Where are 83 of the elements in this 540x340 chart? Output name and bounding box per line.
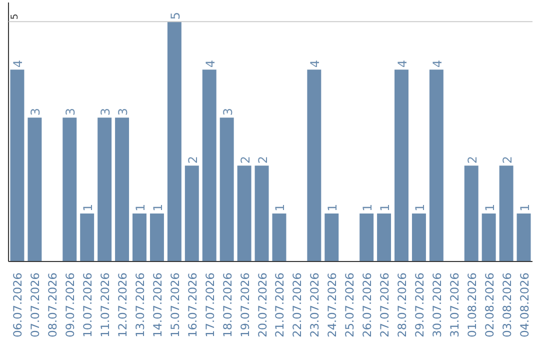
x-tick-label: 03.08.2026 xyxy=(500,272,514,338)
bar xyxy=(132,214,146,262)
x-tick-label: 08.07.2026 xyxy=(46,272,60,338)
bar xyxy=(499,166,514,262)
bar xyxy=(412,214,426,262)
bar xyxy=(516,214,531,262)
bar xyxy=(254,166,269,262)
x-tick-label: 23.07.2026 xyxy=(308,272,322,338)
x-tick-label: 04.08.2026 xyxy=(517,272,532,338)
data-label: 1 xyxy=(326,204,340,212)
data-label: 1 xyxy=(412,204,427,212)
x-tick-label: 20.07.2026 xyxy=(255,272,270,338)
x-tick-label: 01.08.2026 xyxy=(464,272,479,338)
bar xyxy=(167,22,182,262)
x-tick-label: 27.07.2026 xyxy=(378,272,392,338)
data-label: 4 xyxy=(11,60,26,68)
bar xyxy=(464,166,478,262)
x-tick-label: 29.07.2026 xyxy=(412,272,426,338)
data-label: 2 xyxy=(500,156,514,164)
bar xyxy=(394,70,408,262)
data-label: 3 xyxy=(28,108,43,116)
data-label: 3 xyxy=(98,108,113,116)
bar xyxy=(482,214,496,262)
bar xyxy=(80,214,94,262)
data-label: 1 xyxy=(134,204,148,212)
x-tick-label: 07.07.2026 xyxy=(28,272,42,338)
bar xyxy=(10,70,24,262)
data-label: 1 xyxy=(518,204,532,212)
bar xyxy=(272,214,286,262)
data-label: 2 xyxy=(238,156,252,164)
data-label: 3 xyxy=(220,108,235,116)
x-tick-label: 18.07.2026 xyxy=(220,272,234,338)
x-tick-label: 17.07.2026 xyxy=(202,272,217,338)
data-label: 1 xyxy=(360,204,375,212)
bar xyxy=(202,70,216,262)
x-tick-label: 16.07.2026 xyxy=(185,272,200,338)
bar xyxy=(377,214,392,262)
data-label: 3 xyxy=(64,108,78,116)
data-label: 1 xyxy=(273,204,288,212)
bar xyxy=(307,70,322,262)
x-tick-label: 06.07.2026 xyxy=(10,272,25,338)
x-tick-label: 13.07.2026 xyxy=(133,272,147,338)
x-tick-label: 30.07.2026 xyxy=(430,272,444,338)
bar xyxy=(28,118,42,262)
bar xyxy=(150,214,164,262)
ref-line-label: 5 xyxy=(10,14,20,20)
data-label: 4 xyxy=(430,60,444,68)
data-label: 2 xyxy=(186,156,200,164)
data-label: 1 xyxy=(378,204,392,212)
bar xyxy=(237,166,252,262)
data-label: 1 xyxy=(150,204,165,212)
data-label: 1 xyxy=(482,204,497,212)
bar xyxy=(98,118,112,262)
x-tick-label: 10.07.2026 xyxy=(80,272,95,338)
bar xyxy=(360,214,374,262)
bar xyxy=(220,118,234,262)
data-label: 1 xyxy=(81,204,96,212)
bar xyxy=(62,118,77,262)
x-tick-label: 12.07.2026 xyxy=(116,272,130,338)
data-label: 4 xyxy=(396,60,410,68)
bar xyxy=(184,166,199,262)
x-tick-label: 21.07.2026 xyxy=(272,272,287,338)
x-tick-label: 02.08.2026 xyxy=(482,272,496,338)
data-label: 3 xyxy=(116,108,130,116)
bar xyxy=(324,214,339,262)
x-tick-label: 14.07.2026 xyxy=(150,272,164,338)
x-tick-label: 26.07.2026 xyxy=(360,272,374,338)
x-tick-label: 15.07.2026 xyxy=(168,272,182,338)
x-tick-label: 19.07.2026 xyxy=(238,272,252,338)
x-tick-label: 24.07.2026 xyxy=(325,272,340,338)
x-tick-label: 11.07.2026 xyxy=(98,272,112,338)
data-label: 4 xyxy=(203,60,218,68)
data-label: 4 xyxy=(308,60,322,68)
data-label: 2 xyxy=(256,156,270,164)
x-tick-label: 22.07.2026 xyxy=(290,272,304,338)
data-label: 2 xyxy=(465,156,480,164)
bar xyxy=(429,70,444,262)
x-tick-label: 09.07.2026 xyxy=(63,272,78,338)
data-label: 5 xyxy=(168,12,182,20)
x-tick-label: 28.07.2026 xyxy=(395,272,409,338)
x-tick-label: 31.07.2026 xyxy=(447,272,462,338)
x-tick-label: 25.07.2026 xyxy=(342,272,357,338)
bar xyxy=(115,118,130,262)
